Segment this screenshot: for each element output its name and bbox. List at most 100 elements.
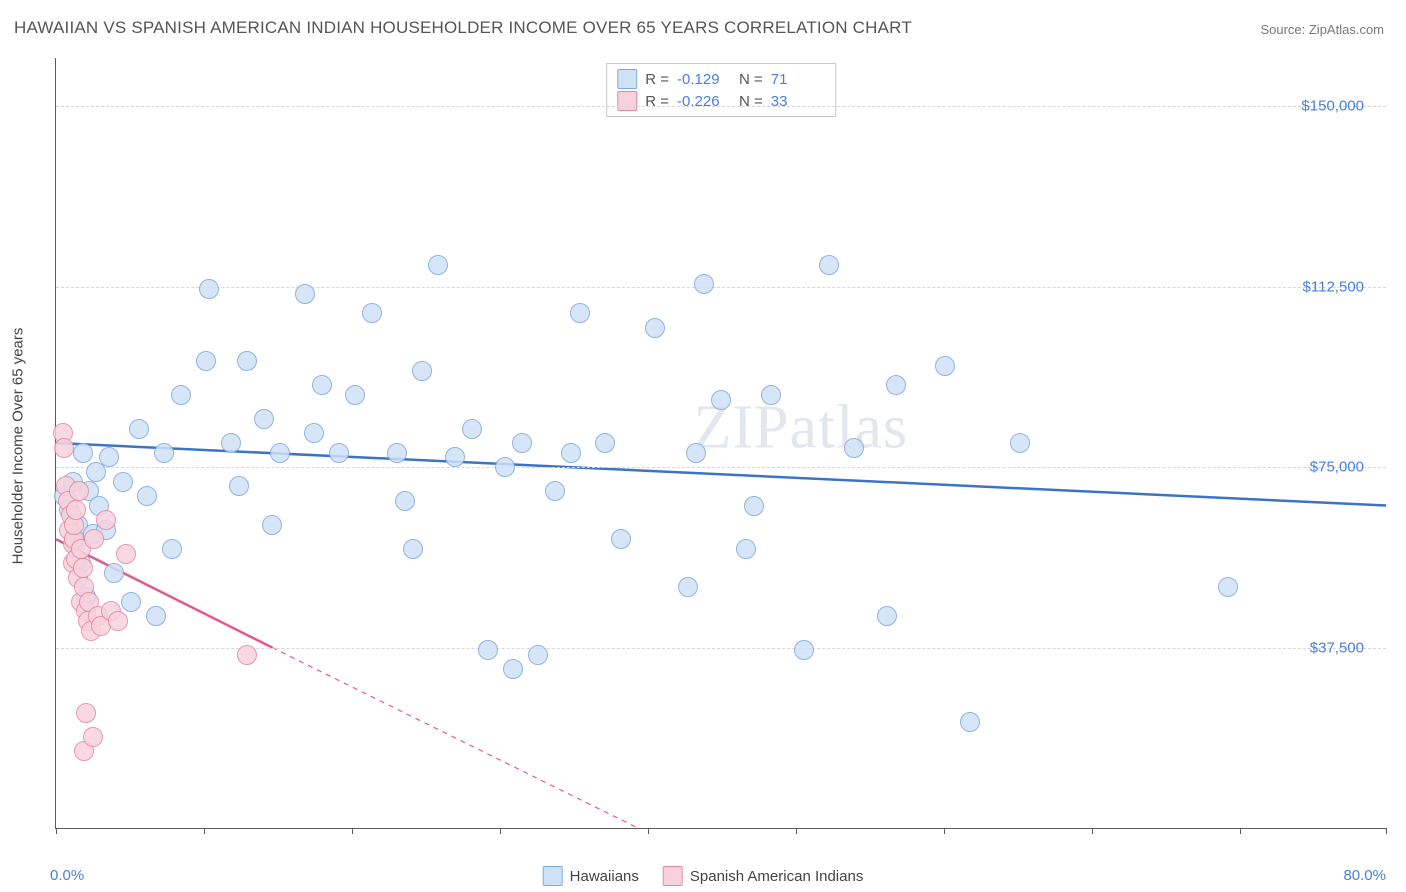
legend-item: Hawaiians bbox=[543, 866, 639, 886]
scatter-point bbox=[104, 563, 124, 583]
x-tick bbox=[1240, 828, 1241, 834]
scatter-point bbox=[113, 472, 133, 492]
legend-label: Spanish American Indians bbox=[690, 868, 863, 885]
scatter-point bbox=[108, 611, 128, 631]
scatter-point bbox=[121, 592, 141, 612]
scatter-point bbox=[428, 255, 448, 275]
scatter-point bbox=[237, 351, 257, 371]
scatter-point bbox=[495, 457, 515, 477]
scatter-point bbox=[254, 409, 274, 429]
scatter-point bbox=[96, 510, 116, 530]
scatter-point bbox=[137, 486, 157, 506]
x-tick bbox=[648, 828, 649, 834]
scatter-point bbox=[877, 606, 897, 626]
series-swatch bbox=[617, 69, 637, 89]
scatter-point bbox=[196, 351, 216, 371]
scatter-point bbox=[886, 375, 906, 395]
x-axis-min-label: 0.0% bbox=[50, 867, 84, 884]
scatter-point bbox=[229, 476, 249, 496]
scatter-point bbox=[545, 481, 565, 501]
legend-label: Hawaiians bbox=[570, 868, 639, 885]
scatter-point bbox=[54, 438, 74, 458]
y-tick-label: $112,500 bbox=[1303, 278, 1364, 295]
scatter-point bbox=[83, 727, 103, 747]
scatter-point bbox=[1010, 433, 1030, 453]
scatter-point bbox=[171, 385, 191, 405]
scatter-point bbox=[387, 443, 407, 463]
y-tick-label: $75,000 bbox=[1310, 459, 1364, 476]
scatter-point bbox=[761, 385, 781, 405]
stats-legend-box: R = -0.129 N = 71 R =-0.226N =33 bbox=[606, 63, 836, 117]
y-tick-label: $37,500 bbox=[1310, 639, 1364, 656]
scatter-point bbox=[345, 385, 365, 405]
scatter-point bbox=[73, 443, 93, 463]
scatter-point bbox=[69, 481, 89, 501]
x-tick bbox=[352, 828, 353, 834]
x-tick bbox=[204, 828, 205, 834]
scatter-point bbox=[412, 361, 432, 381]
scatter-point bbox=[66, 500, 86, 520]
scatter-point bbox=[645, 318, 665, 338]
x-tick bbox=[500, 828, 501, 834]
x-tick bbox=[56, 828, 57, 834]
scatter-point bbox=[395, 491, 415, 511]
scatter-point bbox=[678, 577, 698, 597]
scatter-point bbox=[73, 558, 93, 578]
y-axis-label: Householder Income Over 65 years bbox=[10, 328, 27, 565]
scatter-point bbox=[819, 255, 839, 275]
scatter-point bbox=[237, 645, 257, 665]
scatter-point bbox=[76, 703, 96, 723]
scatter-point bbox=[129, 419, 149, 439]
stats-row: R =-0.226N =33 bbox=[617, 90, 825, 112]
scatter-point bbox=[844, 438, 864, 458]
scatter-point bbox=[694, 274, 714, 294]
scatter-point bbox=[270, 443, 290, 463]
stat-r-value: -0.129 bbox=[677, 71, 731, 88]
scatter-point bbox=[1218, 577, 1238, 597]
chart-title: HAWAIIAN VS SPANISH AMERICAN INDIAN HOUS… bbox=[14, 18, 912, 38]
trend-line-dashed bbox=[272, 648, 638, 828]
scatter-point bbox=[329, 443, 349, 463]
x-tick bbox=[1092, 828, 1093, 834]
gridline bbox=[56, 287, 1386, 288]
scatter-point bbox=[362, 303, 382, 323]
scatter-point bbox=[794, 640, 814, 660]
legend-swatch bbox=[663, 866, 683, 886]
scatter-point bbox=[503, 659, 523, 679]
gridline bbox=[56, 467, 1386, 468]
legend-item: Spanish American Indians bbox=[663, 866, 863, 886]
legend-swatch bbox=[543, 866, 563, 886]
x-axis-max-label: 80.0% bbox=[1343, 867, 1386, 884]
scatter-point bbox=[570, 303, 590, 323]
scatter-point bbox=[528, 645, 548, 665]
scatter-point bbox=[686, 443, 706, 463]
scatter-point bbox=[162, 539, 182, 559]
stats-row: R = -0.129 N = 71 bbox=[617, 68, 825, 90]
scatter-point bbox=[611, 529, 631, 549]
y-tick-label: $150,000 bbox=[1301, 98, 1364, 115]
scatter-point bbox=[462, 419, 482, 439]
x-tick bbox=[796, 828, 797, 834]
scatter-point bbox=[403, 539, 423, 559]
stat-n-label: N = bbox=[739, 71, 763, 88]
bottom-legend: Hawaiians Spanish American Indians bbox=[543, 866, 864, 886]
scatter-point bbox=[935, 356, 955, 376]
scatter-point bbox=[262, 515, 282, 535]
scatter-point bbox=[199, 279, 219, 299]
stat-n-value: 71 bbox=[771, 71, 825, 88]
scatter-point bbox=[744, 496, 764, 516]
scatter-point bbox=[595, 433, 615, 453]
scatter-point bbox=[154, 443, 174, 463]
trend-line bbox=[56, 443, 1386, 506]
scatter-point bbox=[116, 544, 136, 564]
scatter-point bbox=[221, 433, 241, 453]
source-attribution: Source: ZipAtlas.com bbox=[1260, 22, 1384, 37]
scatter-point bbox=[99, 447, 119, 467]
scatter-point bbox=[512, 433, 532, 453]
trend-lines-layer bbox=[56, 58, 1386, 828]
scatter-point bbox=[960, 712, 980, 732]
x-tick bbox=[944, 828, 945, 834]
gridline bbox=[56, 106, 1386, 107]
stat-r-label: R = bbox=[645, 71, 669, 88]
scatter-point bbox=[84, 529, 104, 549]
